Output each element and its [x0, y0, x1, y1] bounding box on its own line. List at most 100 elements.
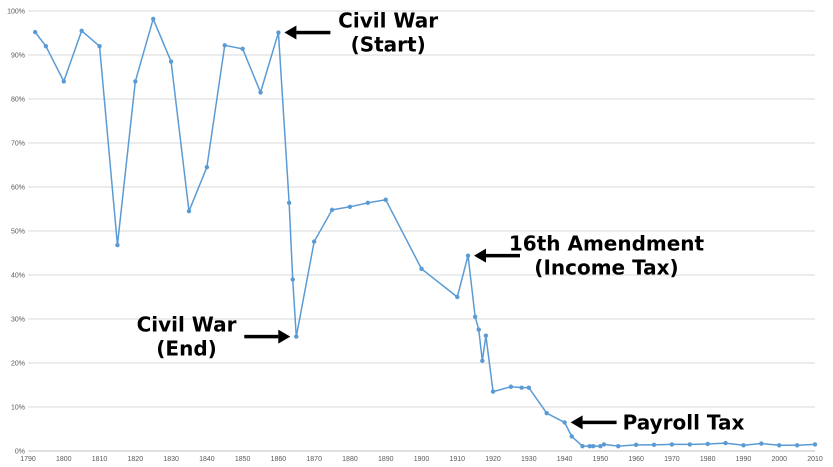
- data-point: [43, 44, 49, 49]
- data-point: [347, 204, 353, 209]
- data-point: [115, 242, 120, 248]
- arrow-shaft: [486, 253, 521, 258]
- data-point: [794, 443, 800, 448]
- y-tick-label: 0%: [15, 449, 25, 456]
- data-point: [508, 384, 514, 389]
- data-point: [465, 253, 471, 258]
- x-tick-label: 1870: [306, 456, 322, 463]
- y-tick-label: 10%: [11, 405, 25, 412]
- x-tick-label: 1890: [378, 456, 394, 463]
- x-tick-label: 1930: [521, 456, 537, 463]
- data-point: [812, 442, 818, 447]
- annotation-label: (End): [156, 337, 217, 361]
- annotation-label: 16th Amendment: [509, 232, 705, 256]
- data-point: [32, 29, 38, 35]
- y-tick-label: 40%: [11, 273, 25, 280]
- x-tick-label: 1970: [664, 456, 680, 463]
- annotation-label: Civil War: [137, 313, 237, 337]
- data-point: [544, 410, 549, 416]
- data-point: [705, 441, 710, 447]
- x-tick-label: 1790: [20, 456, 36, 463]
- x-tick-label: 1810: [92, 456, 108, 463]
- data-point: [311, 239, 317, 244]
- x-tick-label: 1820: [128, 456, 144, 463]
- data-point: [286, 200, 292, 206]
- annotation-label: (Start): [351, 33, 426, 57]
- data-point: [616, 443, 621, 449]
- data-point: [133, 79, 138, 84]
- x-tick-label: 2010: [807, 456, 823, 463]
- data-point: [186, 209, 192, 214]
- y-tick-label: 90%: [11, 53, 25, 60]
- data-point: [601, 442, 607, 447]
- annotation: Payroll Tax: [570, 410, 745, 434]
- data-point: [258, 90, 263, 95]
- data-points: [32, 16, 818, 449]
- annotation: Civil War(End): [137, 313, 291, 361]
- data-point: [580, 443, 585, 449]
- x-tick-label: 1980: [700, 456, 716, 463]
- data-point: [526, 385, 532, 390]
- data-point: [79, 28, 84, 33]
- x-tick-label: 1860: [271, 456, 287, 463]
- data-point: [476, 327, 481, 332]
- data-point: [222, 43, 227, 48]
- data-point: [587, 443, 592, 449]
- annotation: Civil War(Start): [284, 9, 438, 57]
- data-point: [598, 443, 603, 449]
- data-point: [290, 277, 295, 282]
- data-point: [687, 442, 692, 447]
- x-tick-label: 1840: [199, 456, 215, 463]
- series-path: [34, 18, 816, 447]
- annotation: 16th Amendment(Income Tax): [474, 232, 705, 280]
- y-tick-label: 100%: [7, 9, 25, 16]
- x-tick-label: 1830: [163, 456, 179, 463]
- data-point: [97, 44, 102, 49]
- x-tick-label: 1940: [557, 456, 573, 463]
- x-tick-label: 1880: [342, 456, 358, 463]
- x-tick-label: 2000: [771, 456, 787, 463]
- y-tick-label: 30%: [11, 317, 25, 324]
- arrow-shaft: [296, 30, 331, 35]
- data-point: [419, 266, 424, 272]
- y-tick-label: 80%: [11, 97, 25, 104]
- y-tick-label: 60%: [11, 185, 25, 192]
- data-point: [651, 442, 657, 448]
- data-point: [240, 46, 245, 52]
- data-point: [480, 358, 485, 363]
- data-point: [633, 442, 639, 448]
- data-point: [569, 434, 574, 439]
- arrow-head: [474, 248, 487, 263]
- data-point: [562, 420, 567, 425]
- x-tick-label: 1800: [56, 456, 72, 463]
- data-point: [168, 59, 174, 64]
- data-point: [490, 389, 496, 394]
- axes: 0% 10% 20% 30% 40% 50% 60% 70% 80% 90% 100% 1790 180…: [7, 9, 823, 464]
- data-point: [294, 334, 299, 339]
- series-line: [34, 18, 816, 447]
- annotation-label: Payroll Tax: [623, 410, 745, 434]
- data-point: [519, 385, 524, 390]
- annotation-label: (Income Tax): [534, 256, 678, 280]
- x-tick-label: 1920: [485, 456, 501, 463]
- x-tick-label: 1900: [414, 456, 430, 463]
- data-point: [276, 30, 281, 35]
- data-point: [329, 207, 335, 213]
- x-tick-label: 1960: [628, 456, 644, 463]
- y-tick-label: 70%: [11, 141, 25, 148]
- data-point: [455, 294, 460, 300]
- x-tick-label: 1850: [235, 456, 251, 463]
- data-point: [383, 197, 388, 202]
- data-point: [365, 200, 371, 206]
- data-point: [61, 79, 66, 84]
- arrow-head: [278, 329, 291, 344]
- arrow-shaft: [244, 334, 279, 339]
- y-tick-label: 20%: [11, 361, 25, 368]
- arrow-head: [284, 25, 297, 40]
- data-point: [723, 440, 728, 446]
- data-point: [741, 443, 746, 448]
- data-point: [759, 441, 764, 446]
- data-point: [669, 442, 675, 447]
- x-tick-label: 1910: [449, 456, 465, 463]
